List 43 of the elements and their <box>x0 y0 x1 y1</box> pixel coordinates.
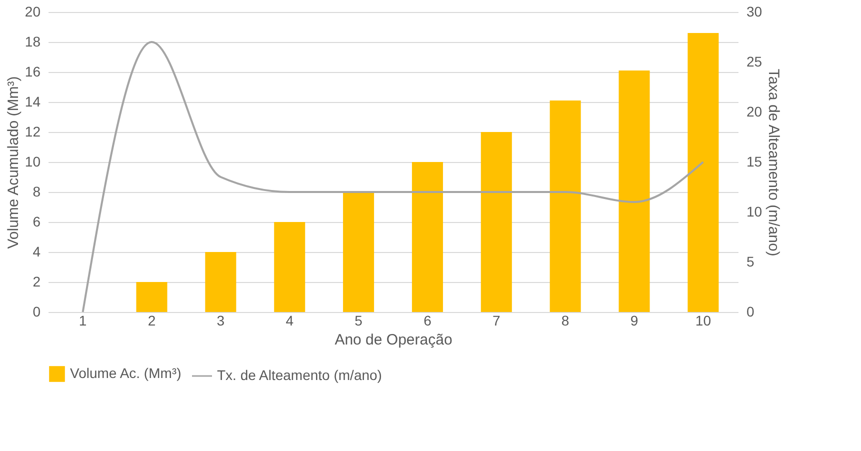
bar <box>274 222 306 312</box>
y-tick-label: 20 <box>24 4 41 20</box>
bar <box>480 132 512 312</box>
y-tick-label: 14 <box>24 94 41 110</box>
x-tick-label: 5 <box>354 312 363 328</box>
x-tick-label: 6 <box>424 312 432 328</box>
x-tick-label: 7 <box>492 312 500 328</box>
y2-tick-label: 10 <box>746 204 762 220</box>
x-tick-label: 2 <box>148 312 156 328</box>
line-series <box>82 41 704 313</box>
y2-tick-label: 5 <box>746 254 754 270</box>
legend-label: Volume Ac. (Mm³) <box>70 365 182 381</box>
y2-tick-label: 15 <box>746 154 762 170</box>
y-tick-label: 4 <box>32 244 41 260</box>
y-tick-label: 16 <box>24 64 41 80</box>
x-tick-label: 3 <box>216 312 225 328</box>
bar <box>205 252 236 312</box>
y-tick-label: 0 <box>32 304 41 320</box>
y-tick-label: 6 <box>32 214 41 230</box>
x-tick-label: 1 <box>78 312 87 328</box>
legend-label: Tx. de Alteamento (m/ano) <box>217 367 382 383</box>
bar <box>618 70 650 312</box>
y2-tick-label: 20 <box>746 104 762 120</box>
bar <box>343 192 374 312</box>
y2-tick-label: 30 <box>746 4 762 20</box>
y-tick-label: 10 <box>24 154 41 170</box>
x-tick-label: 4 <box>286 312 294 328</box>
bar <box>412 162 443 312</box>
y2-tick-label: 25 <box>746 54 762 70</box>
y-tick-label: 8 <box>32 184 41 200</box>
bar <box>688 33 719 312</box>
x-axis-title: Ano de Operação <box>334 332 452 348</box>
bar <box>136 282 168 312</box>
x-tick-label: 8 <box>561 312 570 328</box>
y2-tick-label: 0 <box>746 304 754 320</box>
y-axis-title: Volume Acumulado (Mm³) <box>4 76 22 249</box>
y-tick-label: 18 <box>24 34 41 50</box>
y-tick-label: 2 <box>32 274 41 290</box>
y2-axis-title: Taxa de Alteamento (m/ano) <box>765 68 782 256</box>
y-tick-label: 12 <box>24 124 41 140</box>
x-tick-label: 10 <box>695 312 712 328</box>
x-tick-label: 9 <box>630 312 638 328</box>
bar <box>550 100 581 312</box>
